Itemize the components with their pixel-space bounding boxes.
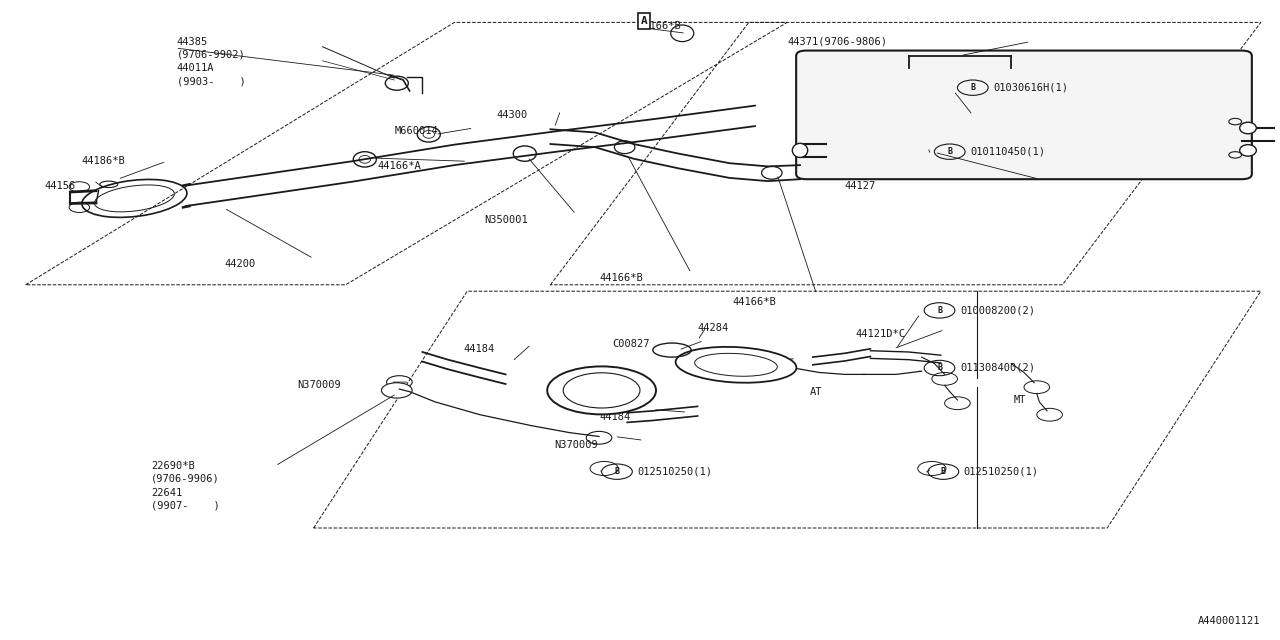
Text: N370009: N370009 [554,440,598,450]
Ellipse shape [676,347,796,383]
Text: 44300: 44300 [497,110,527,120]
Text: 01030616H(1): 01030616H(1) [993,83,1069,93]
Ellipse shape [792,143,808,157]
Text: (9903-    ): (9903- ) [177,77,246,87]
Text: 24039: 24039 [572,390,603,401]
Text: 22690*A: 22690*A [714,358,758,368]
Text: AT: AT [810,387,823,397]
Ellipse shape [1240,122,1257,134]
Text: 44121D*C: 44121D*C [855,329,905,339]
Text: (9706-9906): (9706-9906) [151,474,220,484]
Text: B: B [937,306,942,315]
Text: N350001: N350001 [484,214,527,225]
Text: N370009: N370009 [297,380,340,390]
Text: 44184: 44184 [599,412,630,422]
Text: (9706-9902): (9706-9902) [177,49,246,60]
Text: 012510250(1): 012510250(1) [964,467,1039,477]
Text: 44166*B: 44166*B [732,297,776,307]
Circle shape [593,394,623,410]
Ellipse shape [1240,145,1257,156]
Text: B: B [947,147,952,156]
Text: B: B [970,83,975,92]
Text: 22641: 22641 [151,488,182,498]
Text: MT: MT [1014,395,1027,405]
Text: 44184: 44184 [463,344,494,354]
Text: 44284: 44284 [698,323,728,333]
Text: A: A [640,16,648,26]
Text: 012510250(1): 012510250(1) [637,467,713,477]
Text: C00827: C00827 [612,339,649,349]
Text: 44186*B: 44186*B [82,156,125,166]
Text: 44127: 44127 [845,180,876,191]
Text: 22690*B: 22690*B [151,461,195,471]
Text: 010110450(1): 010110450(1) [970,147,1046,157]
Circle shape [381,383,412,398]
Text: 44371(9706-9806): 44371(9706-9806) [787,36,887,47]
Ellipse shape [548,366,655,415]
Text: B: B [937,364,942,372]
Text: 44200: 44200 [224,259,255,269]
Text: 44166*B: 44166*B [599,273,643,284]
Text: 011308400(2): 011308400(2) [960,363,1036,373]
Text: 44166*A: 44166*A [378,161,421,172]
Text: 44166*B: 44166*B [637,20,681,31]
Text: B: B [614,467,620,476]
FancyBboxPatch shape [796,51,1252,179]
Text: (9907-    ): (9907- ) [151,500,220,511]
Text: 44385: 44385 [177,36,207,47]
Text: A440001121: A440001121 [1198,616,1261,626]
Text: 44011A: 44011A [177,63,214,74]
Text: 010008200(2): 010008200(2) [960,305,1036,316]
Text: 44156: 44156 [45,180,76,191]
Text: B: B [941,467,946,476]
Text: M660014: M660014 [394,126,438,136]
